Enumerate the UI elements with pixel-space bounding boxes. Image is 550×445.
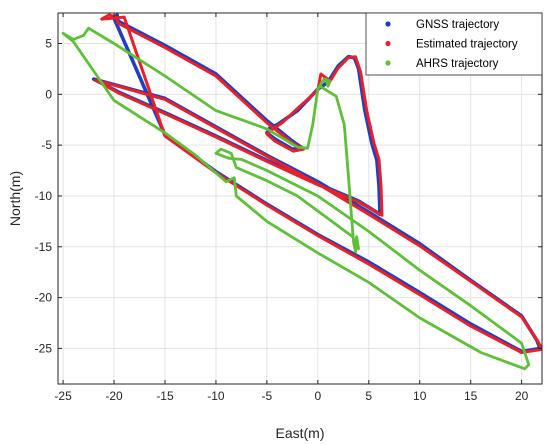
- legend-marker-ahrs: [385, 60, 391, 66]
- y-tick-label: 0: [45, 87, 52, 101]
- x-tick-label: -25: [54, 389, 72, 403]
- x-tick-label: -20: [105, 389, 123, 403]
- series-line-ahrs: [61, 26, 531, 371]
- y-tick-label: -25: [35, 341, 53, 355]
- x-tick-label: -15: [156, 389, 174, 403]
- legend: GNSS trajectory Estimated trajectory AHR…: [365, 12, 543, 76]
- y-tick-label: -15: [35, 240, 53, 254]
- x-tick-label: 10: [413, 389, 427, 403]
- legend-label-estimated: Estimated trajectory: [416, 39, 518, 51]
- legend-box: [365, 12, 543, 76]
- plot-frame: [57, 12, 543, 385]
- y-tick-label: 5: [45, 36, 52, 50]
- legend-label-gnss: GNSS trajectory: [416, 19, 499, 31]
- series-layer: [61, 13, 542, 371]
- y-tick-label: -20: [35, 291, 53, 305]
- x-tick-label: 5: [365, 389, 372, 403]
- legend-marker-estimated: [385, 40, 391, 47]
- x-axis-title: East(m): [276, 425, 325, 441]
- legend-marker-gnss: [385, 21, 391, 27]
- x-tick-label: 15: [464, 389, 478, 403]
- x-tick-label: -10: [207, 389, 225, 403]
- axis-ticks: -25 -20 -15 -10 -5 0 5 10 15 20 5 0 -5 -10 -15 -20 -25: [35, 13, 542, 403]
- y-tick-label: -10: [35, 189, 53, 203]
- x-tick-label: -5: [262, 389, 273, 403]
- x-tick-label: 0: [314, 389, 321, 403]
- y-tick-label: -5: [41, 138, 52, 152]
- legend-label-ahrs: AHRS trajectory: [416, 58, 499, 70]
- y-axis-title: North(m): [7, 171, 23, 226]
- series-line-estimated: [94, 13, 542, 354]
- x-tick-label: 20: [515, 389, 529, 403]
